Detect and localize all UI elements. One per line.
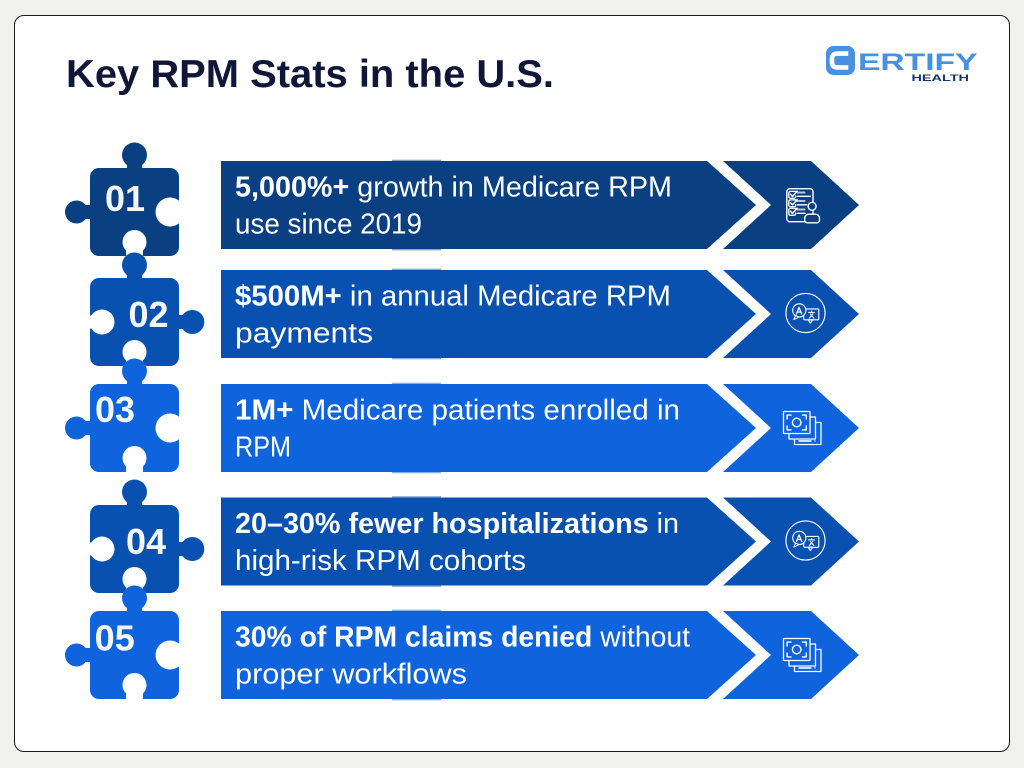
svg-text:$500M+ in annual Medicare RPM: $500M+ in annual Medicare RPM (235, 281, 671, 313)
svg-text:03: 03 (95, 389, 135, 430)
svg-text:5,000%+ growth in Medicare RPM: 5,000%+ growth in Medicare RPM (235, 172, 672, 204)
svg-text:HEALTH: HEALTH (912, 73, 970, 84)
svg-text:ERTIFY: ERTIFY (858, 49, 978, 76)
svg-text:30% of RPM claims denied witho: 30% of RPM claims denied without (235, 622, 690, 654)
svg-text:Key RPM Stats in the U.S.: Key RPM Stats in the U.S. (66, 53, 554, 96)
svg-text:proper workflows: proper workflows (235, 659, 467, 691)
svg-text:RPM: RPM (235, 432, 291, 464)
svg-text:20–30% fewer hospitalizations: 20–30% fewer hospitalizations in (235, 508, 679, 540)
svg-text:payments: payments (235, 318, 373, 350)
svg-text:use since 2019: use since 2019 (235, 209, 422, 241)
svg-text:high-risk RPM cohorts: high-risk RPM cohorts (235, 545, 526, 577)
svg-text:01: 01 (105, 178, 145, 219)
svg-text:04: 04 (126, 521, 166, 562)
svg-text:02: 02 (128, 294, 168, 335)
svg-text:05: 05 (95, 618, 135, 659)
svg-text:1M+ Medicare patients enrolled: 1M+ Medicare patients enrolled in (235, 395, 680, 427)
